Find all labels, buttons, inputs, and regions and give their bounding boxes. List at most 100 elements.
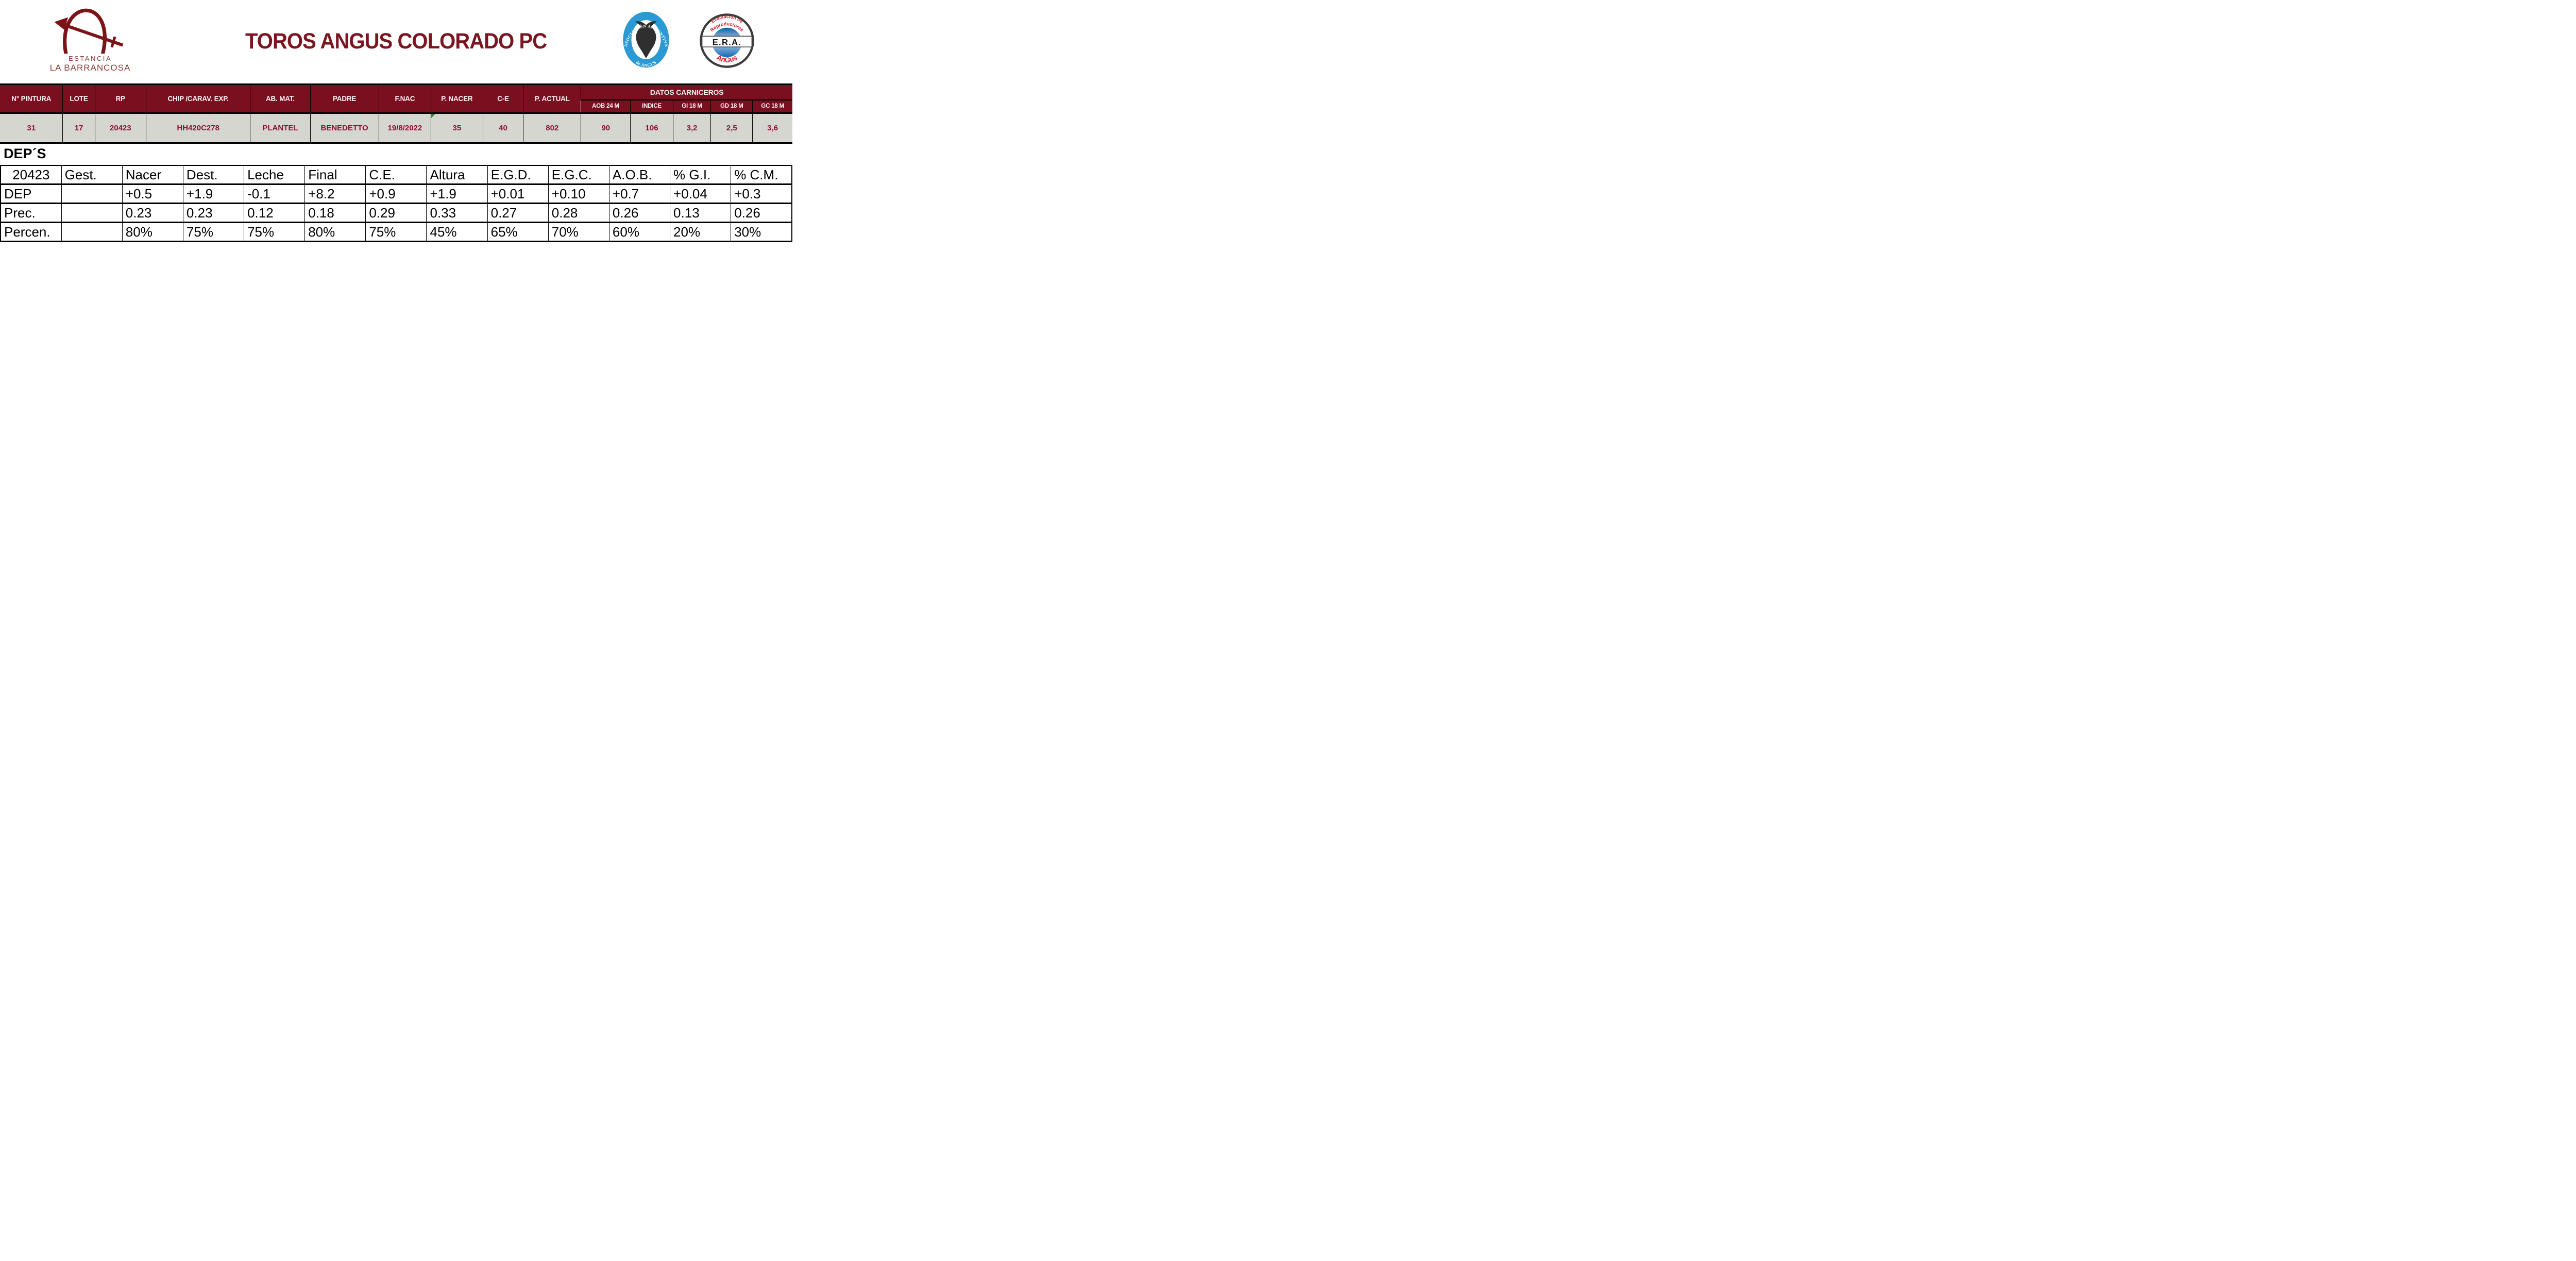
asociacion-argentina-angus-logo: ASOCIACIÓN ARGENTINA de ANGUS [623,11,669,68]
deps-cell: 75% [244,222,306,242]
deps-cell: +0.3 [731,184,792,204]
subcol-header-aob-24m: AOB 24 M [581,99,631,113]
era-arc-bottom-text: AnGus [715,54,739,64]
cell-p-nacer: 35 [431,112,483,143]
deps-cell: 0.18 [304,203,366,223]
cell-n-pintura: 31 [0,112,63,143]
deps-cell: +0.10 [548,184,609,204]
deps-table: 20423 Gest. Nacer Dest. Leche Final C.E.… [0,165,792,242]
deps-cell: 75% [182,222,245,242]
deps-cell: 20% [670,222,732,242]
deps-cell: 0.33 [426,203,488,223]
deps-cell: 80% [122,222,183,242]
deps-row-label: DEP [0,184,62,204]
col-header-padre: PADRE [310,84,379,113]
col-header-lote: LOTE [62,84,95,113]
era-angus-logo: E.R.A. Evaluación de Reproductores AnGus [700,13,754,68]
deps-cell: +0.04 [670,184,732,204]
brand-line1: ESTANCIA [68,55,112,62]
svg-text:AnGus: AnGus [715,54,739,64]
deps-cell: 0.26 [731,203,792,223]
deps-cell: 60% [608,222,671,242]
deps-header-row: 20423 Gest. Nacer Dest. Leche Final C.E.… [0,165,792,184]
deps-cell: 30% [731,222,792,242]
cell-aob-24m: 90 [581,112,631,143]
col-header-n-pintura: N° PINTURA [0,84,63,113]
page-header: ESTANCIA LA BARRANCOSA TOROS ANGUS COLOR… [0,0,792,83]
deps-col-gi: % G.I. [670,165,732,184]
deps-row-label: Percen. [0,222,62,242]
deps-col-egd: E.G.D. [487,165,549,184]
deps-row-prec: Prec. 0.23 0.23 0.12 0.18 0.29 0.33 0.27… [0,203,792,223]
deps-cell: 0.23 [182,203,245,223]
deps-cell: +1.9 [182,184,245,204]
page-title: TOROS ANGUS COLORADO PC [245,29,547,54]
cell-lote: 17 [62,112,95,143]
deps-heading: DEP´S [4,146,46,161]
cell-padre: BENEDETTO [310,112,379,143]
col-header-rp: RP [94,84,146,113]
cell-rp: 20423 [94,112,146,143]
deps-cell: 80% [304,222,366,242]
brand-line2: LA BARRANCOSA [49,63,131,73]
deps-cell: +0.9 [365,184,427,204]
deps-col-dest: Dest. [182,165,245,184]
deps-cell: +0.7 [608,184,671,204]
deps-cell: 0.23 [122,203,183,223]
subcol-header-gi-18m: GI 18 M [672,99,711,113]
catalog-page: ESTANCIA LA BARRANCOSA TOROS ANGUS COLOR… [0,0,792,253]
col-header-p-nacer: P. NACER [431,84,483,113]
cell-p-actual: 802 [523,112,581,143]
svg-text:de ANGUS: de ANGUS [635,59,657,68]
cell-indice: 106 [630,112,673,143]
deps-col-egc: E.G.C. [548,165,609,184]
deps-cell: +1.9 [426,184,488,204]
subcol-header-gc-18m: GC 18 M [752,99,792,113]
cell-gd-18m: 2,5 [710,112,753,143]
deps-cell [61,203,123,223]
animal-data-row: 31 17 20423 HH420C278 PLANTEL BENEDETTO … [0,112,792,143]
cell-fnac: 19/8/2022 [378,112,431,143]
estancia-logo: ESTANCIA LA BARRANCOSA [36,6,144,73]
animal-table-subheader-row: AOB 24 M INDICE GI 18 M GD 18 M GC 18 M [0,99,792,113]
cell-chip: HH420C278 [145,112,250,143]
deps-cell: -0.1 [244,184,306,204]
deps-col-aob: A.O.B. [608,165,671,184]
deps-col-gest: Gest. [61,165,123,184]
deps-col-final: Final [304,165,366,184]
col-header-ab-mat: AB. MAT. [250,84,310,113]
subcol-header-gd-18m: GD 18 M [710,99,753,113]
animal-table-header-row: N° PINTURA LOTE RP CHIP /CARAV. EXP. AB.… [0,84,792,113]
animal-data-table: N° PINTURA LOTE RP CHIP /CARAV. EXP. AB.… [0,83,792,144]
deps-cell: +0.01 [487,184,549,204]
cell-ab-mat: PLANTEL [250,112,310,143]
deps-cell: 0.26 [608,203,671,223]
deps-cell: 0.12 [244,203,306,223]
cell-ce: 40 [482,112,523,143]
era-center-text: E.R.A. [713,38,742,47]
col-header-p-actual: P. ACTUAL [523,84,581,113]
group-header-datos-carniceros: DATOS CARNICEROS [581,84,792,100]
deps-cell: 45% [426,222,488,242]
deps-row-label: Prec. [0,203,62,223]
deps-cell: 65% [487,222,549,242]
deps-col-cm: % C.M. [731,165,792,184]
col-header-chip: CHIP /CARAV. EXP. [145,84,250,113]
deps-row-dep: DEP +0.5 +1.9 -0.1 +8.2 +0.9 +1.9 +0.01 … [0,184,792,204]
cell-gi-18m: 3,2 [672,112,711,143]
deps-col-altura: Altura [426,165,488,184]
deps-cell: 0.29 [365,203,427,223]
deps-cell: 70% [548,222,609,242]
aa-arc-bottom-text: de ANGUS [635,59,657,68]
col-header-fnac: F.NAC [378,84,431,113]
subcol-header-indice: INDICE [630,99,673,113]
deps-cell [61,222,123,242]
deps-row-percen: Percen. 80% 75% 75% 80% 75% 45% 65% 70% … [0,222,792,242]
deps-cell: +8.2 [304,184,366,204]
deps-col-nacer: Nacer [122,165,183,184]
deps-cell: 0.27 [487,203,549,223]
col-header-ce: C-E [482,84,523,113]
arch-arrow-brand-icon [54,8,124,54]
deps-cell: 75% [365,222,427,242]
deps-col-rp: 20423 [0,165,62,184]
